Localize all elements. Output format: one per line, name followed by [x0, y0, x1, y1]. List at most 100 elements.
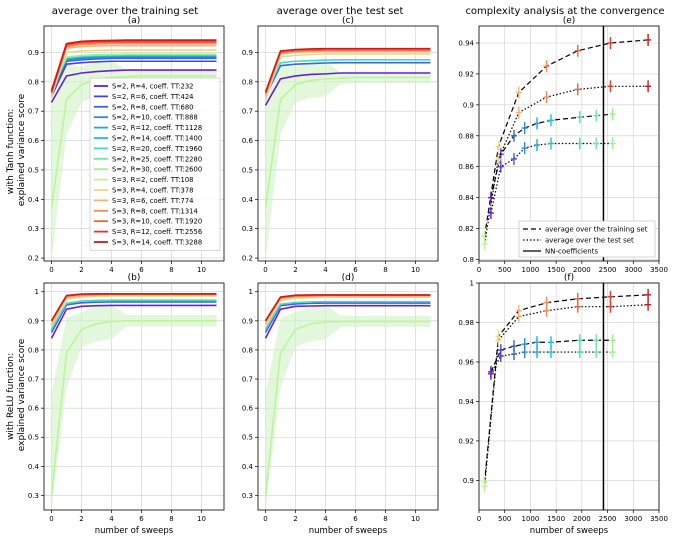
x-tick-label: 0 [263, 515, 267, 523]
series-line [264, 295, 431, 325]
trend-line [490, 142, 613, 214]
y-tick-label: 0.4 [242, 196, 254, 204]
y-tick-label: 0.9 [242, 317, 253, 325]
series-line [50, 41, 217, 93]
y-tick-label: 0.92 [458, 437, 474, 445]
axes-frame [478, 25, 660, 262]
series-line [50, 292, 217, 322]
x-tick-label: 6 [139, 266, 144, 274]
y-tick-label: 0.5 [242, 166, 253, 174]
y-tick-label: 0.7 [242, 108, 253, 116]
series-line [264, 53, 431, 100]
row-label-tanh-line1: with Tanh function: [6, 109, 16, 195]
series-line [50, 294, 217, 325]
y-tick-label: 0.8 [242, 78, 253, 86]
legend: average over the training set average ove… [518, 220, 656, 258]
series-line [264, 300, 431, 330]
x-tick-label: 6 [139, 515, 144, 523]
y-tick-label: 0.3 [28, 225, 39, 233]
row-label-tanh: with Tanh function: explained variance s… [6, 93, 27, 206]
y-tick-label: 0.82 [458, 225, 474, 233]
legend-entry: S=2, R=10, coeff. TT:888 [112, 114, 198, 122]
legend-entry: S=2, R=20, coeff. TT:1960 [112, 145, 202, 153]
panel-label: (d) [342, 273, 355, 283]
x-tick-label: 4 [323, 515, 328, 523]
row-label-tanh-line2: explained variance score [17, 93, 27, 206]
y-tick-label: 0.3 [28, 492, 39, 500]
x-tick-label: 10 [197, 266, 206, 274]
y-tick-label: 0.94 [458, 40, 474, 48]
legend-entry: S=3, R=2, coeff. TT:108 [112, 176, 194, 184]
y-tick-label: 1 [35, 288, 39, 296]
series-line [50, 53, 217, 90]
panel-label: (c) [342, 16, 354, 26]
y-tick-label: 0.9 [242, 49, 253, 57]
x-tick-label: 0 [477, 515, 481, 523]
column-title-training: average over the training set [52, 6, 198, 17]
x-tick-label: 2 [79, 515, 83, 523]
y-tick-label: 0.5 [28, 434, 39, 442]
panel-a: (a) 0 2 4 6 8 10 0.2 0.3 0.4 0.5 0.6 0.7 0.8 0.9 S=2, R… [28, 16, 225, 274]
y-tick-label: 0.96 [458, 358, 474, 366]
legend-entry: S=2, R=30, coeff. TT:2600 [112, 166, 202, 174]
x-axis-label: number of sweeps [530, 526, 609, 536]
column-headers: average over the training set average ov… [52, 6, 665, 17]
legend-entry: S=3, R=14, coeff. TT:3288 [112, 239, 202, 247]
x-tick-label: 0 [477, 266, 481, 274]
y-tick-label: 0.98 [458, 319, 474, 327]
x-tick-label: 2 [79, 266, 83, 274]
x-tick-label: 1000 [522, 266, 540, 274]
series-line [50, 295, 217, 328]
y-tick-label: 0.84 [458, 194, 474, 202]
axes-frame [43, 25, 225, 262]
y-tick-label: 0.3 [242, 225, 253, 233]
y-tick-label: 0.7 [28, 108, 39, 116]
x-tick-label: 8 [383, 266, 387, 274]
y-tick-label: 0.6 [28, 405, 40, 413]
legend-entry: S=3, R=8, coeff. TT:1314 [112, 207, 198, 215]
series-line [50, 39, 217, 91]
y-tick-label: 0.8 [463, 256, 474, 264]
y-tick-label: 0.94 [458, 398, 474, 406]
x-tick-label: 6 [353, 266, 358, 274]
row-label-relu-line1: with ReLU function: [6, 353, 16, 440]
series-line [50, 57, 217, 94]
y-tick-label: 0.8 [242, 346, 253, 354]
uncertainty-band [265, 304, 431, 510]
plot-area [479, 283, 659, 510]
legend-box [518, 220, 656, 258]
y-tick-label: 0.9 [28, 317, 39, 325]
series-line [264, 302, 431, 333]
y-tick-label: 0.8 [28, 78, 39, 86]
series-line [50, 44, 217, 94]
x-tick-label: 2 [293, 266, 297, 274]
axes-frame [478, 282, 660, 511]
y-tick-label: 0.2 [28, 255, 39, 263]
x-tick-label: 3500 [650, 515, 668, 523]
axes-frame [43, 282, 225, 511]
legend-entry: NN-coefficients [545, 248, 598, 256]
y-tick-label: 0.5 [28, 166, 39, 174]
series-line [264, 49, 431, 94]
column-title-complexity: complexity analysis at the convergence [465, 6, 664, 17]
y-tick-label: 0.4 [28, 463, 40, 471]
series-line [50, 320, 217, 496]
x-tick-label: 500 [498, 515, 511, 523]
series-line [50, 56, 217, 91]
series-line [264, 76, 431, 209]
series-line [264, 50, 431, 97]
x-tick-label: 8 [169, 515, 173, 523]
x-axis-label: number of sweeps [309, 526, 388, 536]
y-tick-label: 0.5 [242, 434, 253, 442]
uncertainty-band [265, 61, 431, 261]
x-tick-label: 3000 [624, 266, 642, 274]
y-tick-label: 0.7 [28, 376, 39, 384]
x-tick-label: 6 [353, 515, 358, 523]
panel-label: (b) [128, 273, 141, 283]
x-tick-label: 4 [109, 515, 114, 523]
y-tick-label: 0.8 [28, 346, 39, 354]
x-tick-label: 2 [293, 515, 297, 523]
series-line [264, 58, 431, 94]
series-line [264, 61, 431, 97]
